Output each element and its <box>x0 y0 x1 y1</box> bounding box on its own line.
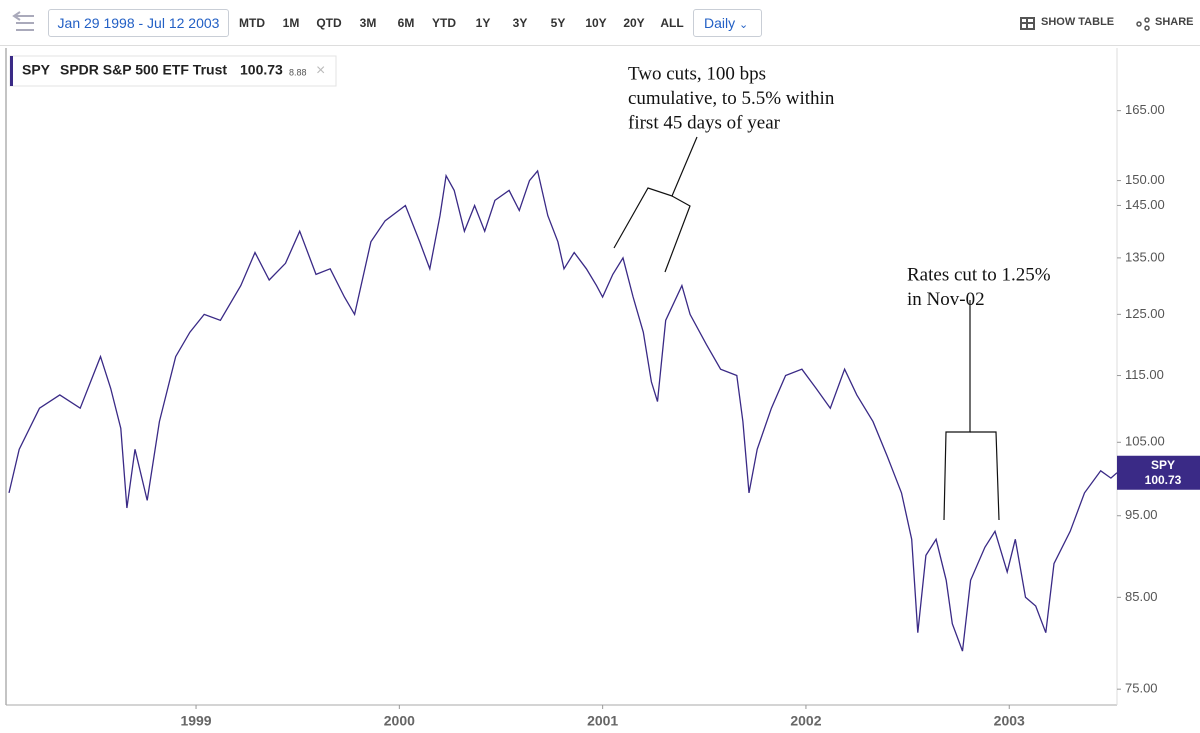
x-tick-label: 1999 <box>180 713 211 729</box>
annotation-text: Rates cut to 1.25% <box>907 264 1051 285</box>
range-button[interactable]: 1M <box>282 16 300 30</box>
interval-dropdown[interactable]: Daily ⌄ <box>693 9 762 37</box>
legend: SPY SPDR S&P 500 ETF Trust 100.73 8.88 × <box>9 55 337 87</box>
price-badge <box>1117 455 1200 490</box>
range-button[interactable]: 6M <box>397 16 415 30</box>
bracket-1b <box>664 195 691 273</box>
x-tick-label: 2001 <box>587 713 618 729</box>
y-tick-label: 165.00 <box>1125 102 1165 117</box>
y-tick-label: 95.00 <box>1125 507 1158 522</box>
y-tick-label: 135.00 <box>1125 249 1165 264</box>
badge-value: 100.73 <box>1145 473 1182 487</box>
legend-value: 100.73 <box>240 62 283 78</box>
annotation-text: Two cuts, 100 bps <box>628 63 766 84</box>
price-line <box>8 169 1118 652</box>
range-button[interactable]: 20Y <box>623 16 645 30</box>
share[interactable]: SHARE <box>1155 16 1194 28</box>
range-button[interactable]: 3Y <box>512 16 528 30</box>
x-tick-label: 2002 <box>790 713 821 729</box>
annotation-text: first 45 days of year <box>628 112 781 133</box>
annotation-text: cumulative, to 5.5% within <box>628 88 835 109</box>
annotation-brackets <box>613 136 1000 521</box>
badge-symbol: SPY <box>1151 458 1175 472</box>
chevron: ⌄ <box>739 19 749 31</box>
legend-symbol: SPY <box>22 62 51 78</box>
y-tick-label: 150.00 <box>1125 172 1165 187</box>
legend-change: 8.88 <box>289 67 307 77</box>
toolbar: Jan 29 1998 - Jul 12 2003 MTD 1M QTD 3M 6M YT… <box>0 0 1200 46</box>
show-table[interactable]: SHOW TABLE <box>1041 16 1115 28</box>
y-tick-label: 125.00 <box>1125 306 1165 321</box>
range-button[interactable]: ALL <box>660 16 684 30</box>
x-tick-label: 2003 <box>994 713 1025 729</box>
range-button[interactable]: MTD <box>239 16 265 30</box>
range-button[interactable]: QTD <box>316 16 342 30</box>
y-tick-label: 105.00 <box>1125 434 1165 449</box>
annotation-text: in Nov-02 <box>907 289 985 310</box>
table-icon <box>1020 17 1035 30</box>
bracket-1a <box>613 136 698 249</box>
back-icon[interactable] <box>8 8 38 38</box>
legend-swatch <box>10 56 13 86</box>
x-tick-label: 2000 <box>384 713 415 729</box>
legend-box <box>9 55 337 87</box>
y-tick-label: 75.00 <box>1125 681 1158 696</box>
legend-description: SPDR S&P 500 ETF Trust <box>60 62 227 78</box>
interval: Daily <box>704 15 736 31</box>
range-button[interactable]: 5Y <box>550 16 566 30</box>
range-button[interactable]: 1Y <box>475 16 491 30</box>
y-tick-label: 85.00 <box>1125 589 1158 604</box>
bracket-2b <box>970 431 1000 521</box>
y-tick-label: 145.00 <box>1125 197 1165 212</box>
bracket-2a <box>943 300 971 521</box>
legend-close[interactable]: × <box>316 62 325 79</box>
date-range[interactable]: Jan 29 1998 - Jul 12 2003 <box>48 9 229 37</box>
y-tick-label: 115.00 <box>1125 367 1164 382</box>
range-button[interactable]: 3M <box>359 16 377 30</box>
range-button[interactable]: 10Y <box>585 16 607 30</box>
share-icon <box>1136 17 1150 31</box>
range-button[interactable]: YTD <box>432 16 456 30</box>
